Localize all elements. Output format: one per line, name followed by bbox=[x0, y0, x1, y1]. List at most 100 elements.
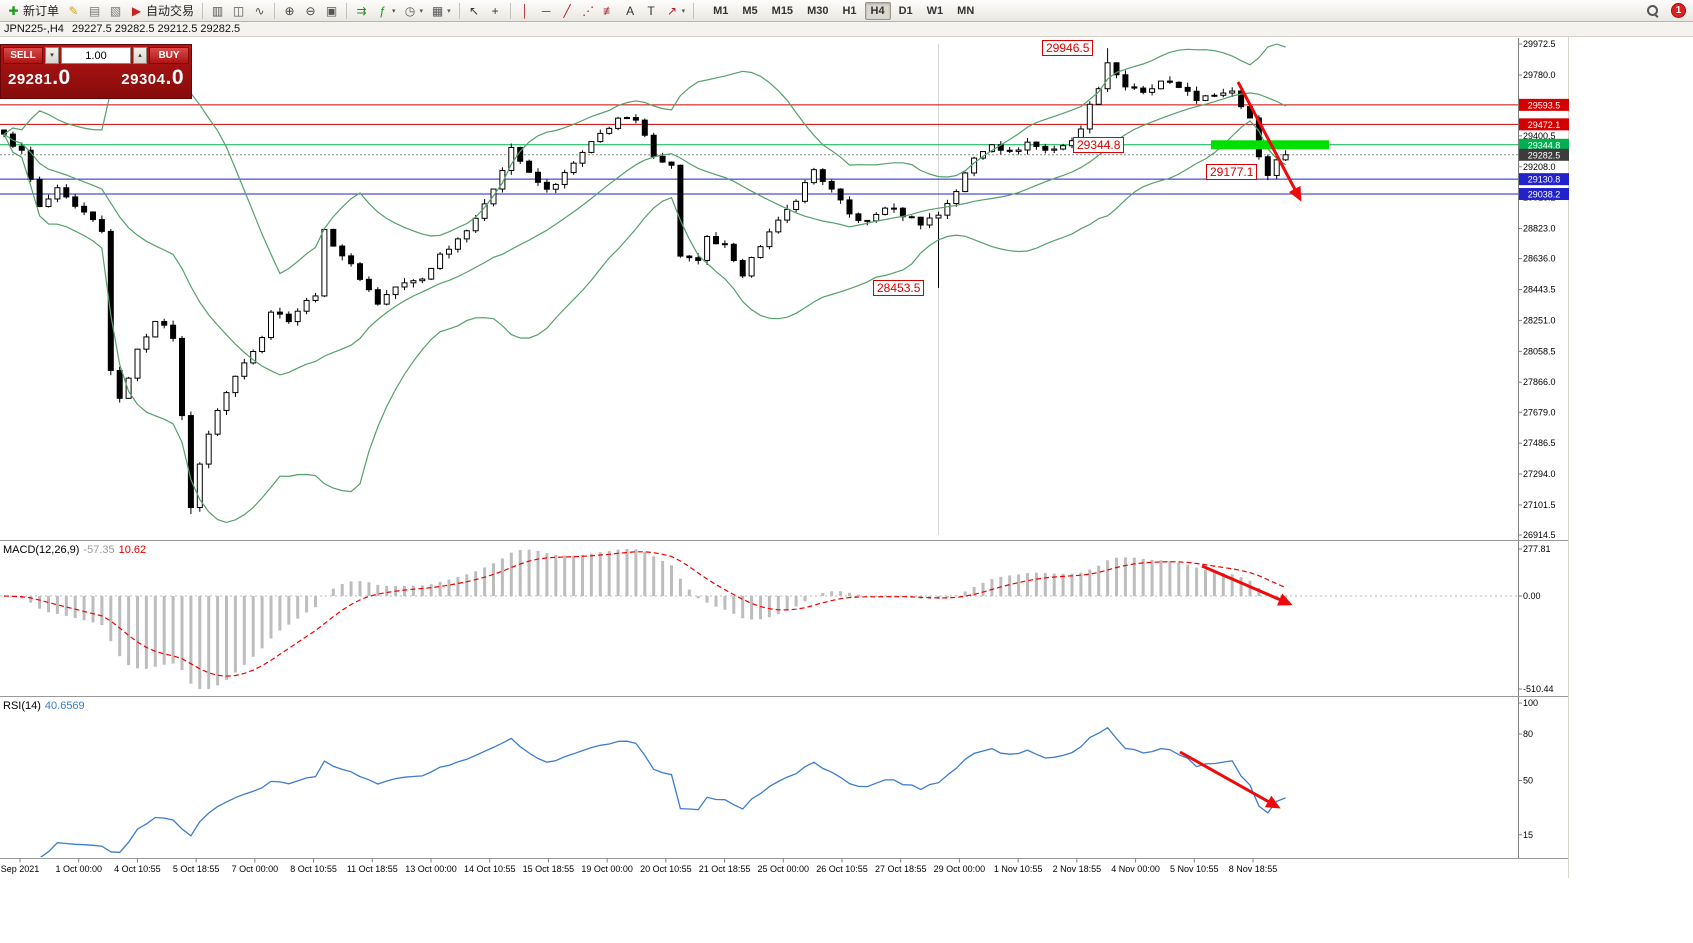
candle-body bbox=[365, 278, 372, 291]
svg-text:19 Oct 00:00: 19 Oct 00:00 bbox=[581, 864, 633, 874]
price-annotation[interactable]: 29946.5 bbox=[1042, 40, 1094, 57]
zoom-in-icon: ⊕ bbox=[284, 3, 295, 18]
text-button[interactable]: A bbox=[620, 1, 641, 21]
timeframe-mn-button[interactable]: MN bbox=[957, 4, 975, 17]
timeframe-d1-button[interactable]: D1 bbox=[898, 4, 913, 17]
svg-text:29400.5: 29400.5 bbox=[1523, 131, 1556, 141]
metaeditor-button[interactable]: ✎ bbox=[63, 1, 84, 21]
arrows-button[interactable]: ↗ ▾ bbox=[662, 1, 690, 21]
timeframe-m15-button[interactable]: M15 bbox=[771, 4, 794, 17]
candlestick-chart-button[interactable]: ◫ bbox=[228, 1, 249, 21]
svg-text:20 Oct 10:55: 20 Oct 10:55 bbox=[640, 864, 692, 874]
trend-arrows[interactable] bbox=[1179, 81, 1302, 809]
zoom-out-button[interactable]: ⊖ bbox=[300, 1, 321, 21]
auto-trading-button[interactable]: ▶ 自动交易 bbox=[126, 1, 198, 21]
svg-text:27866.0: 27866.0 bbox=[1523, 377, 1556, 387]
candle-body bbox=[1086, 103, 1093, 130]
templates-button[interactable]: ▦ ▾ bbox=[427, 1, 455, 21]
new-order-button[interactable]: ✚ 新订单 bbox=[3, 1, 63, 21]
buy-button[interactable]: BUY bbox=[149, 47, 189, 64]
price-annotation[interactable]: 28453.5 bbox=[873, 279, 925, 296]
candle-body bbox=[1131, 86, 1138, 89]
indicators-icon: ƒ bbox=[379, 3, 386, 18]
svg-text:80: 80 bbox=[1523, 729, 1533, 739]
svg-text:29038.2: 29038.2 bbox=[1528, 190, 1561, 200]
candle-body bbox=[383, 294, 390, 305]
candle-body bbox=[1060, 145, 1067, 150]
price-axis[interactable]: 29972.529780.029400.529208.029015.228823… bbox=[1518, 22, 1569, 878]
timeframe-m5-button[interactable]: M5 bbox=[742, 4, 758, 17]
sell-button[interactable]: SELL bbox=[3, 47, 43, 64]
periods-button[interactable]: ◷ ▾ bbox=[400, 1, 428, 21]
fibonacci-button[interactable]: ≢ bbox=[599, 1, 620, 21]
cursor-button[interactable]: ↖ bbox=[464, 1, 485, 21]
horizontal-line-button[interactable]: ─ bbox=[536, 1, 557, 21]
indicators-button[interactable]: ƒ ▾ bbox=[372, 1, 400, 21]
candle-body bbox=[187, 415, 194, 508]
svg-text:27486.5: 27486.5 bbox=[1523, 438, 1556, 448]
rsi-label: RSI(14) 40.6569 bbox=[3, 700, 85, 712]
line-chart-button[interactable]: ∿ bbox=[249, 1, 270, 21]
candle-body bbox=[1175, 81, 1182, 88]
svg-text:29208.0: 29208.0 bbox=[1523, 162, 1556, 172]
candle-body bbox=[170, 324, 177, 339]
timeframe-w1-button[interactable]: W1 bbox=[926, 4, 944, 17]
price-axis-label bbox=[1519, 138, 1569, 151]
volume-decrease-button[interactable]: ▾ bbox=[45, 47, 59, 64]
volume-input[interactable] bbox=[61, 47, 131, 64]
candle-body bbox=[819, 169, 826, 182]
svg-text:29282.5: 29282.5 bbox=[1528, 150, 1561, 160]
periods-icon: ◷ bbox=[404, 3, 416, 18]
candle-body bbox=[107, 230, 114, 371]
trend-arrow[interactable] bbox=[1179, 750, 1281, 809]
timeframe-h1-button[interactable]: H1 bbox=[842, 4, 857, 17]
bar-chart-button[interactable]: ▥ bbox=[207, 1, 228, 21]
svg-text:13 Oct 00:00: 13 Oct 00:00 bbox=[405, 864, 457, 874]
price-annotation[interactable]: 29177.1 bbox=[1206, 163, 1258, 180]
candle-body bbox=[232, 375, 239, 394]
price-annotation[interactable]: 29344.8 bbox=[1073, 136, 1125, 153]
candle-body bbox=[303, 299, 310, 312]
candle-body bbox=[1193, 90, 1200, 101]
macd-label: MACD(12,26,9) -57.35 10.62 bbox=[3, 544, 147, 556]
timeframe-m1-button[interactable]: M1 bbox=[713, 4, 729, 17]
candle-body bbox=[917, 216, 924, 226]
candle-body bbox=[944, 203, 951, 216]
svg-text:1 Nov 10:55: 1 Nov 10:55 bbox=[994, 864, 1043, 874]
price-axis-label bbox=[1519, 148, 1569, 161]
candle-body bbox=[730, 243, 737, 261]
timeframe-h4-button[interactable]: H4 bbox=[864, 1, 891, 20]
zoom-in-button[interactable]: ⊕ bbox=[279, 1, 300, 21]
svg-text:26914.5: 26914.5 bbox=[1523, 530, 1556, 540]
svg-text:29593.5: 29593.5 bbox=[1528, 100, 1561, 110]
print-button[interactable]: ▤ bbox=[84, 1, 105, 21]
time-axis[interactable]: Sep 2021 1 Oct 00:00 4 Oct 10:55 5 Oct 18:5… bbox=[1, 858, 1278, 875]
toolbar-separator bbox=[458, 2, 460, 19]
trendline-button[interactable]: ╱ bbox=[557, 1, 578, 21]
notifications-badge[interactable]: 1 bbox=[1671, 3, 1686, 18]
vertical-line-button[interactable]: │ bbox=[515, 1, 536, 21]
timeframe-m30-button[interactable]: M30 bbox=[807, 4, 829, 17]
tile-windows-button[interactable]: ▣ bbox=[321, 1, 342, 21]
svg-text:29 Oct 00:00: 29 Oct 00:00 bbox=[934, 864, 986, 874]
label-button[interactable]: T bbox=[641, 1, 662, 21]
community-button[interactable]: ▧ bbox=[105, 1, 126, 21]
candle-body bbox=[214, 409, 221, 435]
search-button[interactable] bbox=[1642, 1, 1663, 21]
level-lines[interactable] bbox=[0, 104, 1518, 195]
candle-body bbox=[1051, 148, 1058, 151]
trend-arrow[interactable] bbox=[1236, 81, 1302, 202]
svg-text:1 Oct 00:00: 1 Oct 00:00 bbox=[55, 864, 102, 874]
crosshair-button[interactable]: + bbox=[485, 1, 506, 21]
svg-text:29780.0: 29780.0 bbox=[1523, 70, 1556, 80]
price-axis-label bbox=[1519, 188, 1569, 201]
volume-increase-button[interactable]: ▴ bbox=[133, 47, 147, 64]
svg-text:7 Oct 00:00: 7 Oct 00:00 bbox=[232, 864, 279, 874]
candle-body bbox=[98, 219, 105, 232]
auto-scroll-button[interactable]: ⇉ bbox=[351, 1, 372, 21]
trend-arrow[interactable] bbox=[1201, 564, 1293, 606]
candle-body bbox=[971, 157, 978, 174]
channel-button[interactable]: ⋰ bbox=[578, 1, 599, 21]
candle-body bbox=[1264, 156, 1271, 176]
